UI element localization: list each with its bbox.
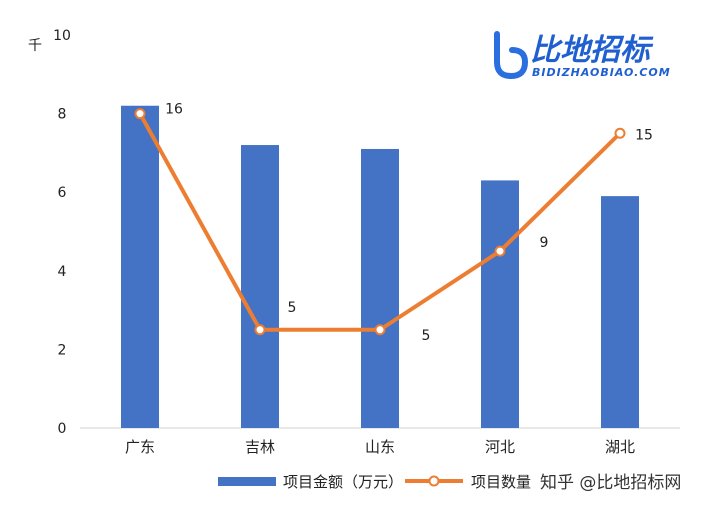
y-tick-label: 4 xyxy=(58,264,67,280)
legend-bar-swatch xyxy=(218,477,276,486)
legend: 项目金额（万元） 项目数量 xyxy=(218,473,531,491)
line-data-label: 5 xyxy=(422,328,431,344)
watermark: 知乎 @比地招标网 xyxy=(540,473,681,493)
logo-subtext: BIDIZHAOBIAO.COM xyxy=(532,66,671,79)
legend-bar-label: 项目金额（万元） xyxy=(283,473,403,491)
x-category-label: 湖北 xyxy=(605,438,635,456)
x-category-label: 山东 xyxy=(365,438,395,456)
legend-line-marker xyxy=(428,475,440,487)
bar xyxy=(241,145,279,429)
bar xyxy=(481,180,519,428)
line-point xyxy=(614,127,626,139)
y-tick-label: 10 xyxy=(53,28,71,44)
line-data-label: 9 xyxy=(540,235,549,251)
brand-logo: 比地招标 BIDIZHAOBIAO.COM xyxy=(494,31,671,80)
line-point xyxy=(254,324,266,336)
y-tick-label: 6 xyxy=(58,185,67,201)
legend-line-label: 项目数量 xyxy=(471,473,531,491)
bar xyxy=(601,196,639,428)
line-data-label: 5 xyxy=(288,300,297,316)
x-category-label: 河北 xyxy=(485,438,515,456)
line-point xyxy=(134,108,146,120)
bar xyxy=(121,105,159,429)
y-tick-label: 8 xyxy=(58,107,67,123)
line-data-label: 16 xyxy=(165,102,183,118)
line-point xyxy=(494,245,506,257)
bar xyxy=(361,148,399,428)
line-data-label: 15 xyxy=(635,127,653,143)
data-labels: 16 5 5 9 15 xyxy=(165,102,653,344)
x-category-label: 广东 xyxy=(125,438,155,456)
y-axis-unit-label: 千 xyxy=(28,38,42,54)
line-point xyxy=(374,324,386,336)
y-tick-label: 0 xyxy=(58,421,67,437)
x-category-label: 吉林 xyxy=(245,438,275,456)
logo-text: 比地招标 xyxy=(530,33,654,68)
logo-icon xyxy=(494,31,529,80)
y-tick-label: 2 xyxy=(58,342,67,358)
line-points xyxy=(134,108,626,336)
x-axis-categories: 广东 吉林 山东 河北 湖北 xyxy=(125,438,635,456)
bar-series xyxy=(121,105,639,429)
y-axis-ticks: 0 2 4 6 8 10 xyxy=(53,28,71,437)
